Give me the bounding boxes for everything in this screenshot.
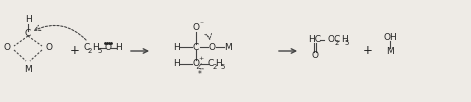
Text: H: H: [92, 43, 99, 53]
Text: C: C: [25, 29, 31, 38]
Text: 5: 5: [97, 48, 101, 54]
Text: C: C: [193, 43, 199, 52]
Text: H: H: [173, 43, 179, 52]
Text: O: O: [46, 43, 52, 53]
Text: H: H: [215, 59, 221, 69]
Text: C: C: [208, 59, 214, 69]
Text: H: H: [173, 59, 179, 69]
Text: *: *: [198, 69, 202, 79]
Text: O: O: [193, 59, 200, 69]
Text: M: M: [24, 64, 32, 74]
Text: 2: 2: [213, 64, 217, 70]
Text: OC: OC: [327, 35, 340, 44]
Text: H: H: [341, 35, 348, 44]
Text: H: H: [115, 43, 122, 53]
Text: O: O: [105, 43, 112, 53]
Text: 5: 5: [345, 40, 349, 46]
Text: M: M: [386, 48, 394, 57]
Text: +: +: [363, 44, 373, 58]
Text: 2: 2: [335, 40, 339, 46]
Text: OH: OH: [383, 33, 397, 42]
Text: 2: 2: [88, 48, 92, 54]
Text: HC: HC: [308, 35, 321, 44]
Text: H: H: [24, 14, 32, 23]
Text: 5: 5: [221, 64, 225, 70]
Text: ⁻: ⁻: [199, 19, 203, 28]
Text: O: O: [209, 43, 216, 52]
Text: +: +: [198, 57, 203, 62]
Text: O: O: [193, 23, 200, 33]
Text: M: M: [224, 43, 232, 52]
Text: C: C: [84, 43, 90, 53]
Text: O: O: [3, 43, 10, 53]
Text: +: +: [70, 44, 80, 58]
Text: O: O: [311, 52, 318, 60]
